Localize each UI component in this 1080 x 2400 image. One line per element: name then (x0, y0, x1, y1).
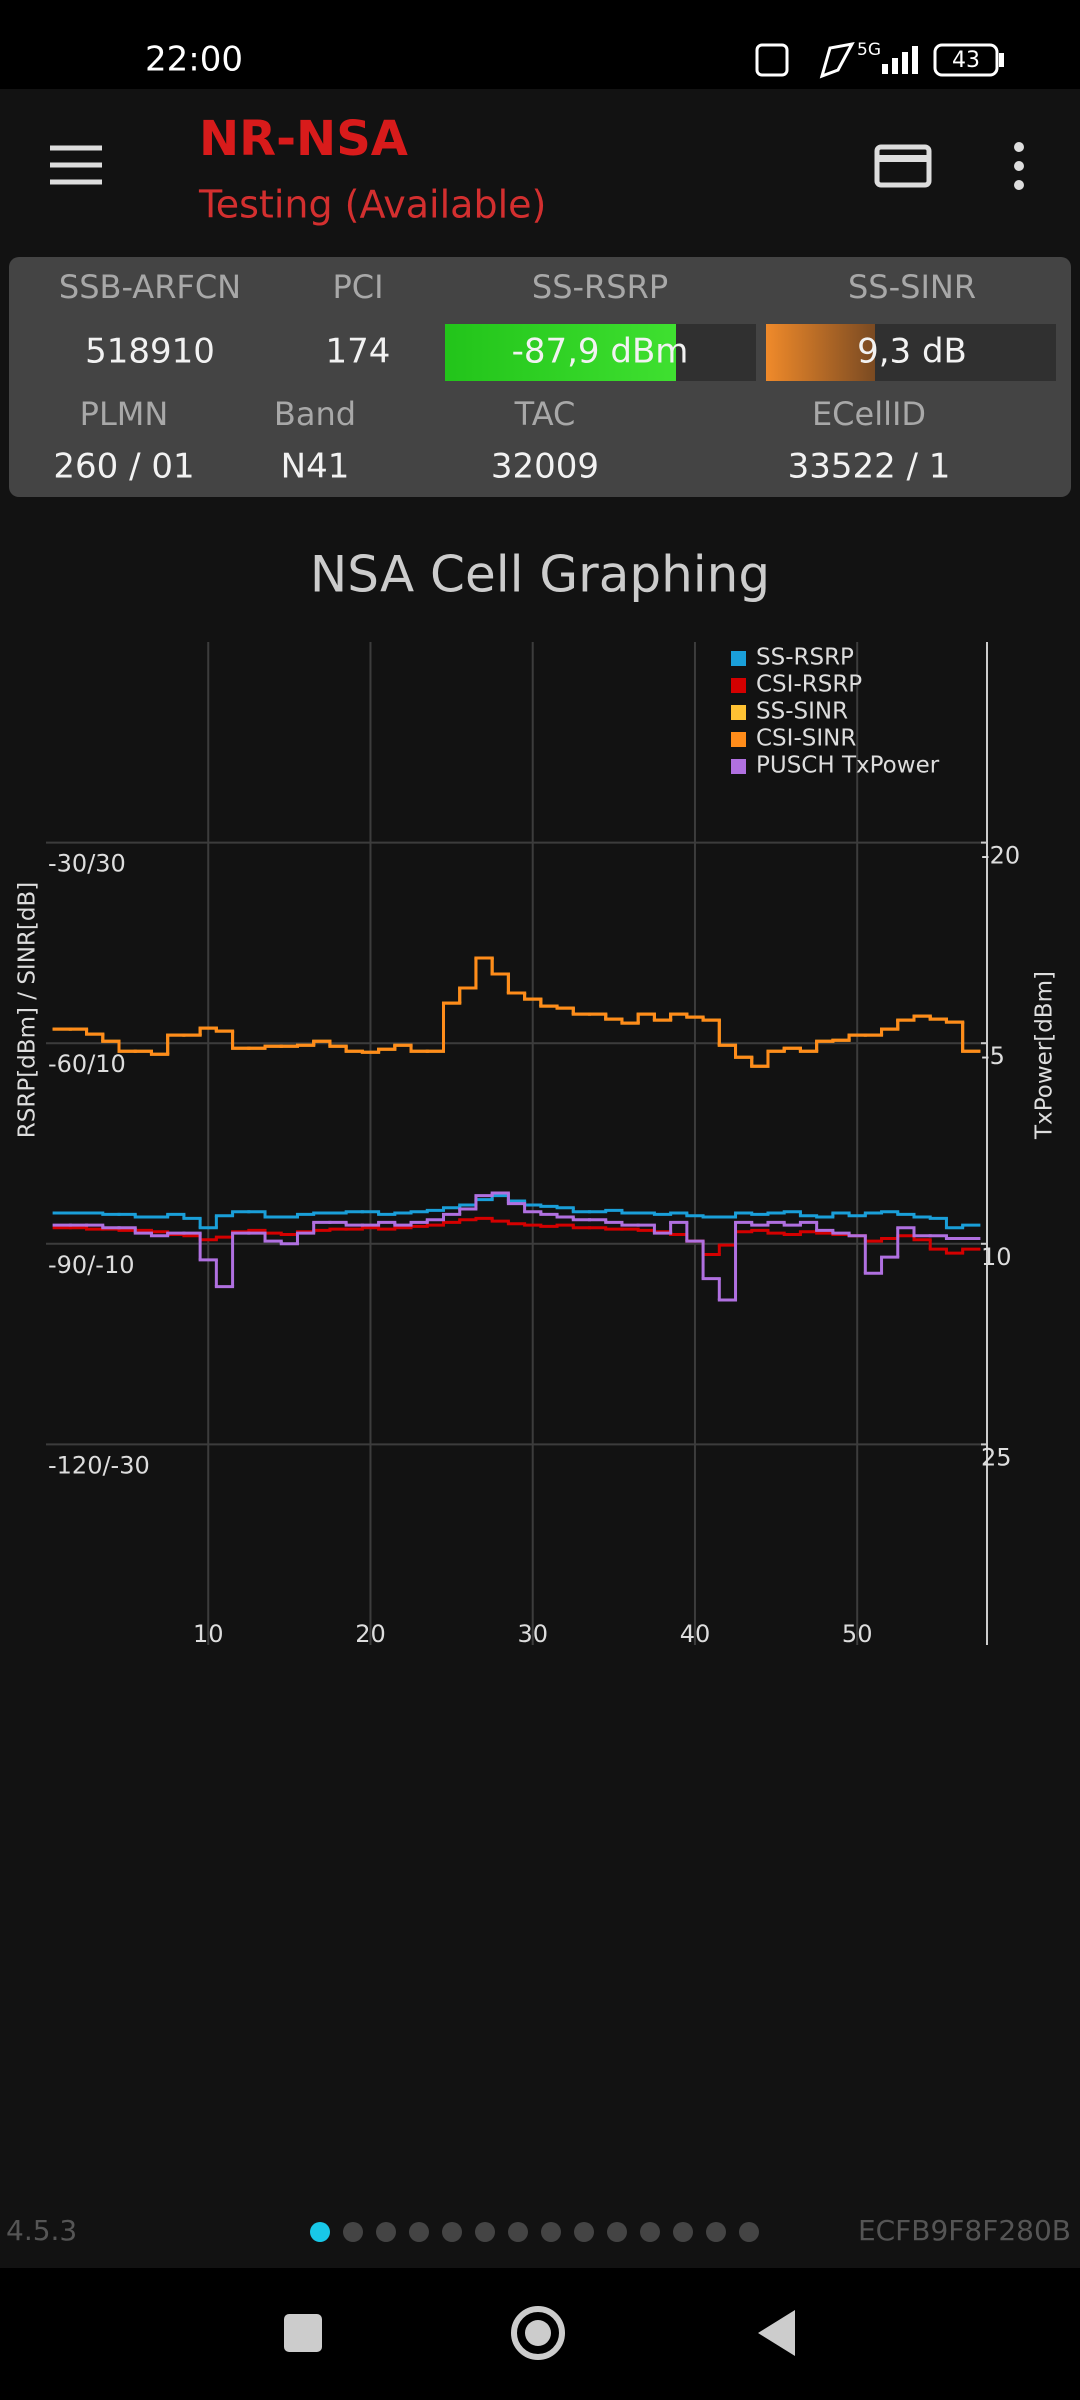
info-value: 9,3 dB (857, 332, 967, 372)
menu-button[interactable] (50, 145, 102, 185)
device-id: ECFB9F8F280B (858, 2214, 1071, 2247)
legend-swatch (731, 759, 746, 774)
battery-level: 43 (952, 48, 980, 73)
page-indicator (310, 2222, 759, 2242)
info-value: 174 (326, 332, 391, 372)
clock: 22:00 (145, 40, 243, 80)
info-header: SS-SINR (848, 268, 976, 306)
legend-swatch (731, 705, 746, 720)
legend-swatch (731, 678, 746, 693)
card-button[interactable] (874, 144, 932, 188)
x-tick-label: 20 (355, 1620, 386, 1648)
x-tick-label: 10 (193, 1620, 224, 1648)
legend-label: PUSCH TxPower (756, 753, 940, 779)
y2-tick-label: -5 (981, 1042, 1005, 1070)
chart-title: NSA Cell Graphing (310, 546, 770, 604)
y-tick-label: -60/10 (48, 1050, 126, 1078)
location-icon (819, 41, 855, 79)
x-tick-label: 30 (517, 1620, 548, 1648)
x-tick-label: 40 (680, 1620, 711, 1648)
info-header: SSB-ARFCN (59, 268, 241, 306)
info-value: 33522 / 1 (788, 447, 951, 487)
more-button[interactable] (1014, 142, 1024, 190)
y-tick-label: -30/30 (48, 850, 126, 878)
info-header: Band (274, 395, 356, 433)
sinr-bar-fill (766, 324, 875, 381)
version: 4.5.3 (6, 2214, 77, 2247)
y-tick-label: -120/-30 (48, 1451, 150, 1479)
x-tick-label: 50 (842, 1620, 873, 1648)
recents-button[interactable] (284, 2314, 322, 2352)
info-value: 260 / 01 (53, 447, 194, 487)
y-tick-label: -90/-10 (48, 1251, 134, 1279)
y2-tick-label: -20 (981, 842, 1020, 870)
app-title: NR-NSA (199, 111, 408, 167)
battery-icon (933, 43, 999, 77)
info-header: TAC (514, 395, 576, 433)
info-value: 518910 (85, 332, 215, 372)
legend-label: CSI-SINR (756, 726, 856, 752)
info-header: PCI (332, 268, 383, 306)
y-axis-label: RSRP[dBm] / SINR[dB] (15, 882, 41, 1138)
info-header: ECellID (812, 395, 926, 433)
battery-tip (999, 53, 1004, 67)
y2-axis-label: TxPower[dBm] (1032, 971, 1058, 1140)
info-value: -87,9 dBm (512, 332, 689, 372)
info-header: SS-RSRP (532, 268, 668, 306)
legend-swatch (731, 732, 746, 747)
signal-icon (882, 46, 918, 74)
home-button[interactable] (511, 2306, 565, 2360)
y2-tick-label: 10 (981, 1243, 1012, 1271)
rsrp-bar-fill (445, 324, 676, 381)
legend-label: SS-SINR (756, 699, 848, 725)
info-header: PLMN (80, 395, 169, 433)
back-button[interactable] (758, 2310, 795, 2356)
legend-label: SS-RSRP (756, 645, 854, 671)
info-value: 32009 (491, 447, 599, 487)
nfc-icon (755, 43, 789, 77)
y2-tick-label: 25 (981, 1443, 1012, 1471)
app-subtitle: Testing (Available) (198, 183, 546, 227)
network-type: 5G (857, 40, 881, 60)
status-bar (0, 0, 1080, 89)
legend-label: CSI-RSRP (756, 672, 862, 698)
legend-swatch (731, 651, 746, 666)
info-value: N41 (281, 447, 350, 487)
